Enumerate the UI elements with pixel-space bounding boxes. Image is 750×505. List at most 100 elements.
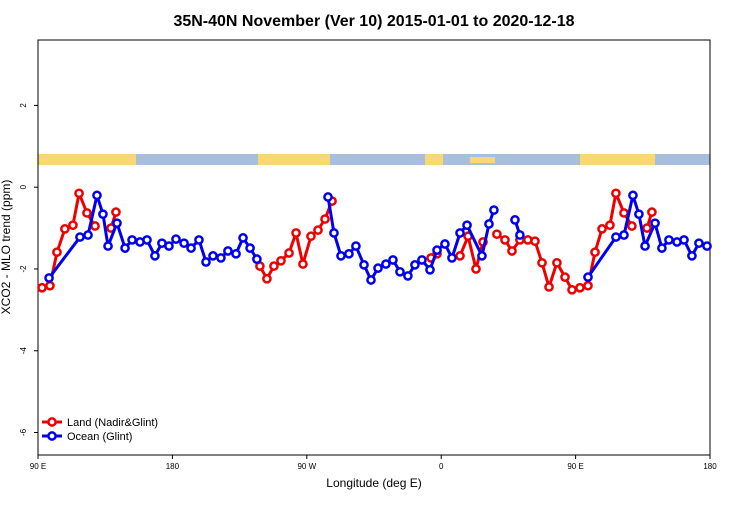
data-point <box>83 230 93 240</box>
data-point <box>627 221 637 231</box>
data-point <box>291 228 301 238</box>
data-point <box>103 241 113 251</box>
data-point <box>323 192 333 202</box>
x-tick-label: 180 <box>703 462 717 471</box>
data-point <box>694 238 704 249</box>
data-point <box>425 264 435 275</box>
data-point <box>366 275 376 285</box>
data-point <box>507 246 517 256</box>
data-point <box>489 205 499 215</box>
data-point <box>313 225 323 235</box>
data-point <box>432 245 442 256</box>
data-point <box>462 220 472 231</box>
data-point <box>597 224 607 234</box>
data-point <box>492 229 502 240</box>
legend-label: Land (Nadir&Glint) <box>67 417 158 429</box>
data-point <box>477 251 487 261</box>
data-point <box>628 190 638 201</box>
data-point <box>329 228 339 238</box>
data-point <box>640 241 650 251</box>
data-point <box>664 235 674 245</box>
y-tick-label: 0 <box>19 184 28 189</box>
data-point <box>455 228 465 238</box>
data-point <box>306 231 316 242</box>
x-tick-label: 180 <box>166 462 180 471</box>
data-point <box>440 239 450 249</box>
land-ocean-strip <box>38 154 710 165</box>
data-point <box>642 223 652 233</box>
data-point <box>650 218 660 229</box>
data-point <box>90 221 100 231</box>
y-tick-label: 2 <box>19 103 28 108</box>
data-point <box>560 272 570 282</box>
data-point <box>223 246 233 256</box>
data-point <box>120 243 130 253</box>
data-point <box>403 271 413 281</box>
chart-title: 35N-40N November (Ver 10) 2015-01-01 to … <box>173 13 574 30</box>
data-point <box>201 257 211 267</box>
data-point <box>537 257 547 268</box>
data-point <box>530 236 540 247</box>
data-point <box>186 243 196 253</box>
data-point <box>687 251 697 261</box>
data-point <box>605 220 615 231</box>
data-point <box>60 224 70 234</box>
data-point <box>447 253 457 263</box>
data-point <box>112 218 122 229</box>
y-tick-label: -2 <box>19 265 28 273</box>
data-point <box>179 238 189 249</box>
data-point <box>351 241 361 251</box>
data-point <box>575 282 585 293</box>
data-point <box>619 208 629 218</box>
legend-label: Ocean (Glint) <box>67 431 132 443</box>
data-point <box>359 260 369 270</box>
data-point <box>552 257 562 268</box>
data-point <box>150 251 160 261</box>
data-point <box>92 190 102 201</box>
data-point <box>344 248 354 259</box>
x-axis-label: Longitude (deg E) <box>326 476 421 490</box>
data-point <box>194 235 204 245</box>
data-point <box>484 219 494 229</box>
x-tick-label: 90 E <box>30 462 46 471</box>
data-point <box>245 243 255 253</box>
data-point <box>111 207 121 217</box>
data-point <box>583 272 593 282</box>
data-point <box>395 266 405 277</box>
data-point <box>98 209 108 220</box>
data-point <box>171 234 181 244</box>
y-tick-label: -6 <box>19 428 28 436</box>
data-point <box>634 209 644 220</box>
data-point <box>417 255 427 265</box>
y-tick-label: -4 <box>19 347 28 355</box>
data-point <box>231 248 241 259</box>
data-point <box>269 261 279 271</box>
legend-marker <box>47 417 57 427</box>
data-point <box>611 232 621 242</box>
data-point <box>252 254 262 265</box>
data-point <box>590 247 600 258</box>
data-point <box>619 230 629 240</box>
data-point <box>471 264 481 274</box>
data-point <box>583 280 593 291</box>
data-point <box>82 208 92 218</box>
data-point <box>515 230 525 240</box>
data-point <box>336 251 346 261</box>
data-point <box>373 263 383 273</box>
data-point <box>44 273 54 283</box>
legend: Land (Nadir&Glint) Ocean (Glint) <box>42 417 158 443</box>
data-point <box>500 235 510 245</box>
data-point <box>142 235 152 245</box>
data-point <box>567 284 577 295</box>
data-point <box>657 243 667 253</box>
data-point <box>381 259 391 269</box>
data-point <box>238 233 248 243</box>
data-point <box>208 251 218 261</box>
x-tick-label: 0 <box>439 462 444 471</box>
data-point <box>284 248 294 258</box>
data-point <box>276 255 286 266</box>
data-point <box>298 259 308 269</box>
data-point <box>510 215 520 225</box>
x-tick-label: 90 W <box>297 462 316 471</box>
